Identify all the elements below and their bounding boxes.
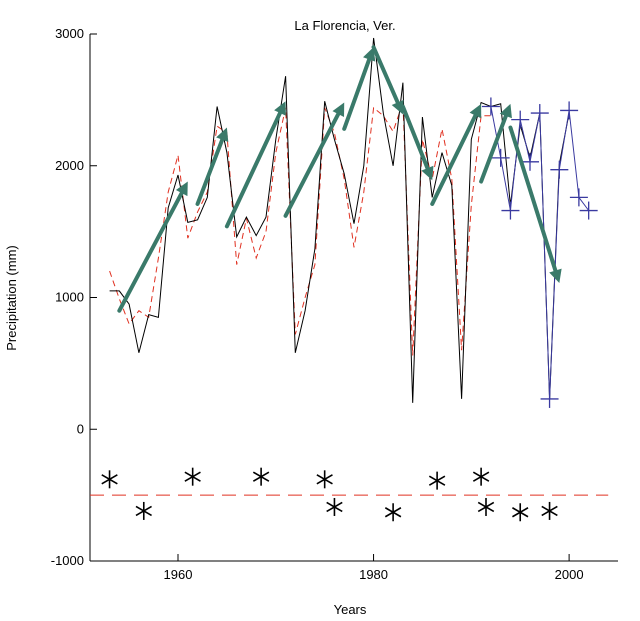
y-axis-label: Precipitation (mm) (4, 245, 19, 350)
forecast-point (491, 148, 510, 167)
y-tick-label: 0 (77, 421, 84, 436)
forecast-point (569, 188, 588, 207)
trend-arrow (508, 125, 562, 284)
observed-series (109, 37, 570, 403)
forecast-point (560, 101, 579, 120)
x-axis-label: Years (334, 602, 367, 617)
trend-arrow (400, 104, 434, 181)
trend-arrow (479, 103, 512, 184)
modeled-line (109, 102, 491, 356)
star-point (472, 467, 490, 486)
star-point (384, 503, 402, 522)
trend-arrow (224, 101, 286, 229)
observed-line (109, 37, 570, 403)
star-point (252, 467, 270, 486)
forecast-point (550, 160, 569, 179)
y-tick-label: 1000 (55, 290, 84, 305)
forecast-point (511, 110, 530, 129)
trend-arrow (117, 181, 188, 313)
forecast-point (501, 201, 520, 220)
modeled-series (109, 102, 491, 356)
forecast-series (481, 97, 598, 408)
star-point (326, 497, 343, 516)
star-point (541, 501, 558, 520)
forecast-point (579, 201, 598, 220)
forecast-point (540, 389, 559, 408)
star-point (184, 467, 201, 486)
trend-arrow (371, 45, 404, 115)
y-tick-label: 3000 (55, 26, 84, 41)
y-tick-label: 2000 (55, 158, 84, 173)
trend-arrow (430, 103, 482, 206)
star-point (101, 470, 118, 489)
star-marker-series (101, 467, 558, 522)
y-tick-label: -1000 (51, 553, 84, 568)
forecast-point (521, 152, 539, 171)
chart-title: La Florencia, Ver. (294, 18, 395, 33)
x-tick-label: 2000 (555, 567, 584, 582)
x-axis-ticks: 1960 1980 2000 (164, 554, 584, 582)
star-point (316, 470, 333, 489)
trend-arrows (117, 45, 562, 313)
trend-arrow (342, 47, 376, 131)
trend-arrow (195, 127, 229, 206)
trend-arrow (283, 102, 345, 218)
star-point (135, 501, 152, 520)
x-tick-label: 1960 (164, 567, 193, 582)
forecast-point (530, 104, 549, 123)
star-point (477, 497, 495, 516)
star-point (512, 503, 529, 522)
star-point (428, 471, 446, 490)
y-axis-ticks: -1000 0 1000 2000 3000 (51, 26, 97, 568)
x-tick-label: 1980 (359, 567, 388, 582)
forecast-point (481, 97, 500, 116)
